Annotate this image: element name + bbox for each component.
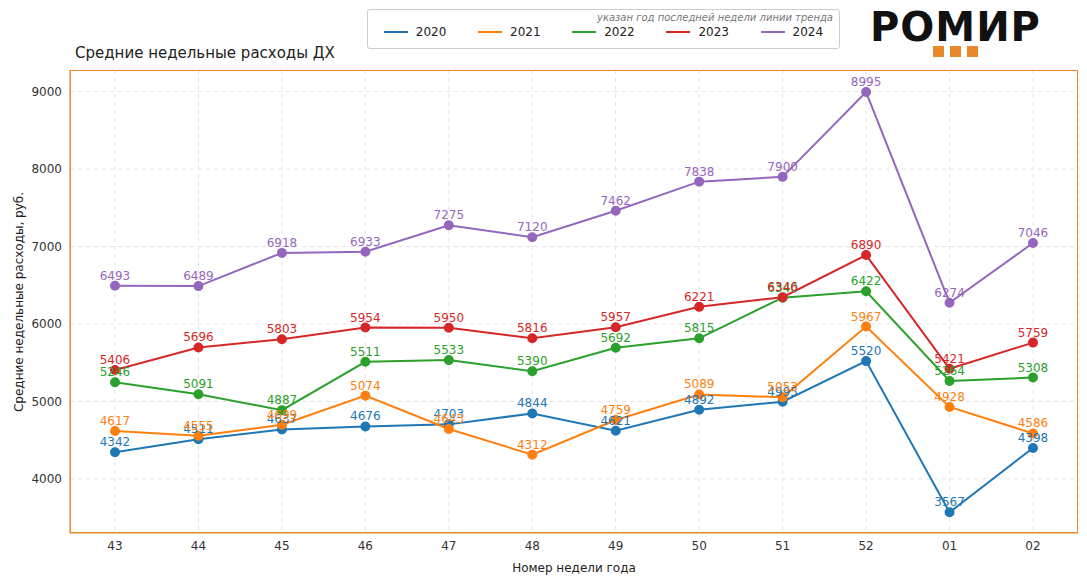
- svg-text:51: 51: [775, 539, 790, 553]
- html-text:Средние недельные расходы, руб: Средние недельные расходы, руб.: [12, 191, 26, 412]
- svg-text:4892: 4892: [684, 393, 715, 407]
- svg-text:5390: 5390: [517, 354, 548, 368]
- svg-text:4555: 4555: [183, 419, 214, 433]
- svg-text:5520: 5520: [851, 344, 882, 358]
- svg-text:4312: 4312: [517, 438, 548, 452]
- svg-text:50: 50: [692, 539, 707, 553]
- svg-text:5533: 5533: [434, 343, 465, 357]
- html-text:2021: 2021: [510, 25, 541, 39]
- svg-text:5692: 5692: [600, 331, 631, 345]
- svg-text:4759: 4759: [600, 403, 631, 417]
- svg-text:7275: 7275: [434, 208, 465, 222]
- svg-text:52: 52: [858, 539, 873, 553]
- svg-text:46: 46: [358, 539, 373, 553]
- svg-text:9000: 9000: [31, 85, 62, 99]
- svg-text:01: 01: [942, 539, 957, 553]
- svg-text:5421: 5421: [934, 352, 965, 366]
- svg-text:4699: 4699: [267, 408, 298, 422]
- svg-text:6422: 6422: [851, 274, 882, 288]
- svg-text:5246: 5246: [100, 365, 131, 379]
- svg-text:4342: 4342: [100, 435, 131, 449]
- svg-text:5074: 5074: [350, 379, 381, 393]
- svg-text:6346: 6346: [767, 280, 798, 294]
- html-text:2023: 2023: [698, 25, 729, 39]
- svg-text:02: 02: [1025, 539, 1040, 553]
- svg-text:8995: 8995: [851, 75, 882, 89]
- svg-text:7046: 7046: [1018, 226, 1049, 240]
- svg-text:47: 47: [441, 539, 456, 553]
- svg-text:8000: 8000: [31, 162, 62, 176]
- svg-text:7838: 7838: [684, 165, 715, 179]
- svg-text:4586: 4586: [1018, 416, 1049, 430]
- svg-text:5511: 5511: [350, 345, 381, 359]
- html-text:2024: 2024: [792, 25, 824, 39]
- svg-text:5696: 5696: [183, 330, 214, 344]
- svg-text:4621: 4621: [600, 413, 631, 428]
- svg-text:6890: 6890: [851, 238, 882, 252]
- svg-text:7120: 7120: [517, 220, 548, 234]
- svg-text:7462: 7462: [600, 194, 631, 208]
- svg-text:7000: 7000: [31, 240, 62, 254]
- svg-text:6489: 6489: [183, 269, 214, 283]
- svg-text:5091: 5091: [183, 377, 214, 391]
- svg-text:44: 44: [191, 539, 206, 553]
- svg-text:4887: 4887: [267, 393, 298, 407]
- svg-text:5759: 5759: [1018, 326, 1049, 340]
- svg-text:3567: 3567: [934, 495, 965, 509]
- svg-text:5815: 5815: [684, 321, 715, 335]
- svg-text:5816: 5816: [517, 321, 548, 335]
- svg-text:5967: 5967: [851, 310, 882, 324]
- svg-text:6000: 6000: [31, 317, 62, 331]
- svg-text:5053: 5053: [767, 380, 798, 394]
- svg-text:4643: 4643: [434, 412, 465, 426]
- svg-text:48: 48: [525, 539, 540, 553]
- html-text:Средние недельные расходы ДХ: Средние недельные расходы ДХ: [75, 44, 335, 62]
- svg-text:45: 45: [274, 539, 289, 553]
- svg-text:5954: 5954: [350, 311, 381, 325]
- html-text:РОМИР: РОМИР: [870, 4, 1041, 50]
- svg-text:43: 43: [107, 539, 122, 553]
- svg-text:49: 49: [608, 539, 623, 553]
- svg-text:5089: 5089: [684, 377, 715, 391]
- svg-text:4000: 4000: [31, 472, 62, 486]
- svg-text:7900: 7900: [767, 160, 798, 174]
- html-text:указан год последней недели ли: указан год последней недели линии тренда: [597, 12, 833, 23]
- svg-text:5000: 5000: [31, 395, 62, 409]
- svg-text:4617: 4617: [100, 414, 131, 428]
- svg-text:6340: 6340: [767, 281, 798, 295]
- svg-text:5803: 5803: [267, 322, 298, 336]
- svg-text:5264: 5264: [934, 364, 965, 378]
- svg-text:6274: 6274: [934, 286, 965, 300]
- svg-text:5308: 5308: [1018, 361, 1049, 375]
- html-text:Номер недели года: Номер недели года: [512, 561, 636, 575]
- svg-text:6493: 6493: [100, 269, 131, 283]
- svg-text:5406: 5406: [100, 353, 131, 367]
- svg-text:4928: 4928: [934, 390, 965, 404]
- svg-text:6221: 6221: [684, 290, 715, 304]
- svg-text:5950: 5950: [434, 311, 465, 325]
- svg-text:4844: 4844: [517, 396, 548, 410]
- svg-text:4398: 4398: [1018, 431, 1049, 445]
- svg-text:4676: 4676: [350, 409, 381, 423]
- svg-text:6918: 6918: [267, 236, 298, 250]
- svg-text:5957: 5957: [600, 310, 631, 324]
- html-text:2022: 2022: [604, 25, 635, 39]
- svg-text:6933: 6933: [350, 235, 381, 249]
- html-text:2020: 2020: [415, 25, 447, 39]
